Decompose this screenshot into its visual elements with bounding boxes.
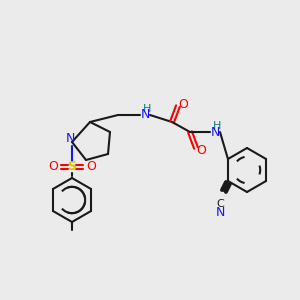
Text: O: O xyxy=(196,143,206,157)
Text: C: C xyxy=(216,199,224,209)
Text: N: N xyxy=(65,131,75,145)
Text: H: H xyxy=(213,121,221,131)
Text: O: O xyxy=(86,160,96,173)
Text: O: O xyxy=(48,160,58,173)
Text: N: N xyxy=(215,206,225,220)
Text: O: O xyxy=(178,98,188,110)
Text: H: H xyxy=(143,104,151,114)
Text: S: S xyxy=(68,160,76,173)
Text: N: N xyxy=(140,109,150,122)
Text: N: N xyxy=(210,125,220,139)
